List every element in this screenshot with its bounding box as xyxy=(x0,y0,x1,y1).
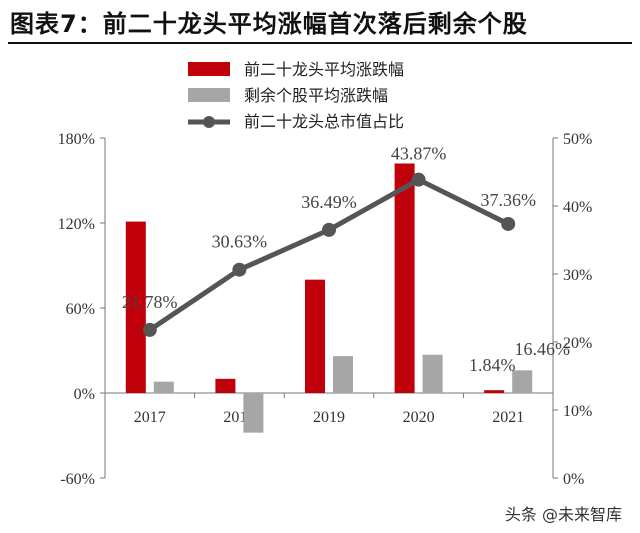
market-share-data-label: 21.78% xyxy=(122,292,178,312)
market-share-data-label: 36.49% xyxy=(301,192,357,212)
bar-top20 xyxy=(484,390,505,393)
bar-top20 xyxy=(215,378,236,393)
category-label: 2020 xyxy=(403,409,435,426)
left-tick-label: 60% xyxy=(66,301,95,318)
legend-marker-share xyxy=(203,116,215,128)
right-tick-label: 30% xyxy=(563,267,592,284)
market-share-data-label: 37.36% xyxy=(480,190,536,210)
left-tick-label: -60% xyxy=(60,471,95,488)
legend-label-rest: 剩余个股平均涨跌幅 xyxy=(244,86,388,105)
legend-swatch-top20 xyxy=(188,62,230,76)
left-tick-label: 180% xyxy=(58,131,95,148)
bar-rest xyxy=(333,356,353,393)
bar-rest xyxy=(422,354,443,393)
right-tick-label: 20% xyxy=(563,335,592,352)
category-label: 2017 xyxy=(134,409,166,426)
right-tick-label: 10% xyxy=(563,403,592,420)
chart-title: 图表7：前二十龙头平均涨幅首次落后剩余个股 xyxy=(10,10,528,38)
watermark: 头条 @未来智库 xyxy=(504,505,622,524)
left-tick-label: 0% xyxy=(74,386,95,403)
title-underline xyxy=(8,42,632,44)
market-share-point xyxy=(411,172,426,187)
right-tick-label: 50% xyxy=(563,131,592,148)
market-share-point xyxy=(322,222,336,237)
bar-top20 xyxy=(305,279,325,393)
market-share-point xyxy=(501,216,516,231)
bar-rest xyxy=(153,381,174,393)
bar-rest-data-label: 16.46% xyxy=(514,339,570,359)
legend-swatch-rest xyxy=(188,88,230,102)
category-label: 2021 xyxy=(492,409,524,426)
left-tick-label: 120% xyxy=(58,216,95,233)
market-share-point xyxy=(232,262,247,277)
bar-top20 xyxy=(125,221,146,393)
market-share-data-label: 43.87% xyxy=(391,144,447,164)
category-label: 2019 xyxy=(313,409,345,426)
legend-label-top20: 前二十龙头平均涨跌幅 xyxy=(244,60,404,79)
bar-top20-data-label: 1.84% xyxy=(469,355,516,375)
bar-top20 xyxy=(394,163,415,393)
market-share-point xyxy=(142,322,157,337)
right-tick-label: 0% xyxy=(563,471,584,488)
right-tick-label: 40% xyxy=(563,199,592,216)
bar-rest xyxy=(243,393,264,433)
market-share-data-label: 30.63% xyxy=(212,232,268,252)
legend-label-share: 前二十龙头总市值占比 xyxy=(244,112,404,131)
bar-rest xyxy=(512,370,533,393)
